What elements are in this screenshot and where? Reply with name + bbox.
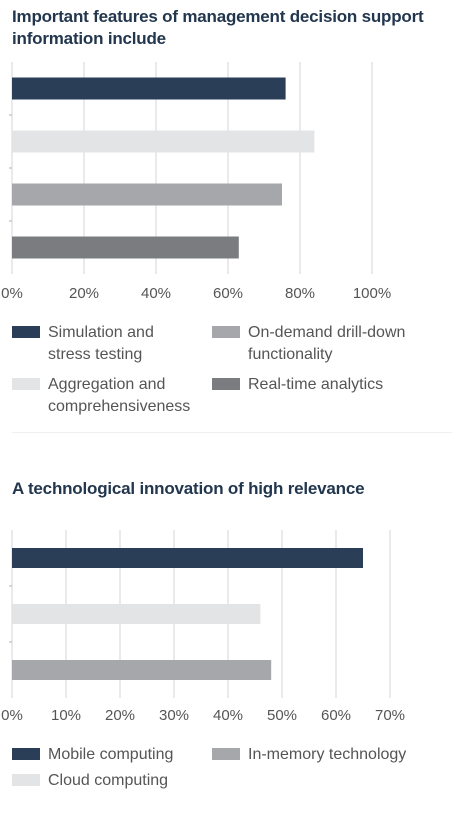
- legend-label: Cloud computing: [48, 772, 169, 789]
- chart-1: 0% 20% 40% 60% 80% 100%: [1, 62, 391, 302]
- legend-label: Real-time analytics: [248, 376, 384, 393]
- x-tick-label: 0%: [1, 707, 23, 724]
- bar: [12, 130, 315, 153]
- chart-2-title: A technological innovation of high relev…: [12, 479, 365, 498]
- legend-swatch: [12, 326, 40, 338]
- legend-swatch: [212, 748, 240, 760]
- x-tick-label: 50%: [267, 707, 297, 724]
- legend-item: Cloud computing: [12, 770, 212, 820]
- legend-swatch: [12, 774, 40, 786]
- chart-1-title: Important features of management decisio…: [12, 7, 424, 48]
- bar: [12, 660, 272, 680]
- x-tick-label: 40%: [141, 285, 171, 302]
- legend-item: Simulation and stress testing: [12, 322, 192, 372]
- x-tick-label: 60%: [321, 707, 351, 724]
- legend-item: On-demand drill-down functionality: [212, 322, 452, 372]
- legend-label: Aggregation and comprehensiveness: [48, 376, 191, 415]
- bar: [12, 236, 239, 259]
- x-tick-label: 100%: [353, 285, 391, 302]
- chart-2: 0% 10% 20% 30% 40% 50% 60% 70%: [1, 530, 405, 724]
- x-tick-label: 30%: [159, 707, 189, 724]
- x-tick-label: 20%: [69, 285, 99, 302]
- legend-swatch: [212, 326, 240, 338]
- legend-swatch: [12, 748, 40, 760]
- bar: [12, 548, 363, 568]
- legend-item: In-memory technology: [212, 744, 452, 794]
- legend-item: Aggregation and comprehensiveness: [12, 374, 212, 424]
- legend-swatch: [212, 378, 240, 390]
- x-tick-label: 40%: [213, 707, 243, 724]
- x-tick-label: 10%: [51, 707, 81, 724]
- legend-swatch: [12, 378, 40, 390]
- legend-item: Mobile computing: [12, 744, 212, 794]
- bar: [12, 604, 261, 624]
- legend-label: On-demand drill-down functionality: [248, 324, 406, 363]
- legend-item: Real-time analytics: [212, 374, 452, 424]
- x-tick-label: 60%: [213, 285, 243, 302]
- legend-label: Mobile computing: [48, 746, 174, 763]
- x-tick-label: 0%: [1, 285, 23, 302]
- bar: [12, 77, 286, 100]
- x-tick-label: 20%: [105, 707, 135, 724]
- x-tick-label: 80%: [285, 285, 315, 302]
- bar: [12, 183, 282, 206]
- section-divider: [12, 432, 452, 433]
- legend-label: Simulation and stress testing: [48, 324, 154, 363]
- legend-label: In-memory technology: [248, 746, 407, 763]
- x-tick-label: 70%: [375, 707, 405, 724]
